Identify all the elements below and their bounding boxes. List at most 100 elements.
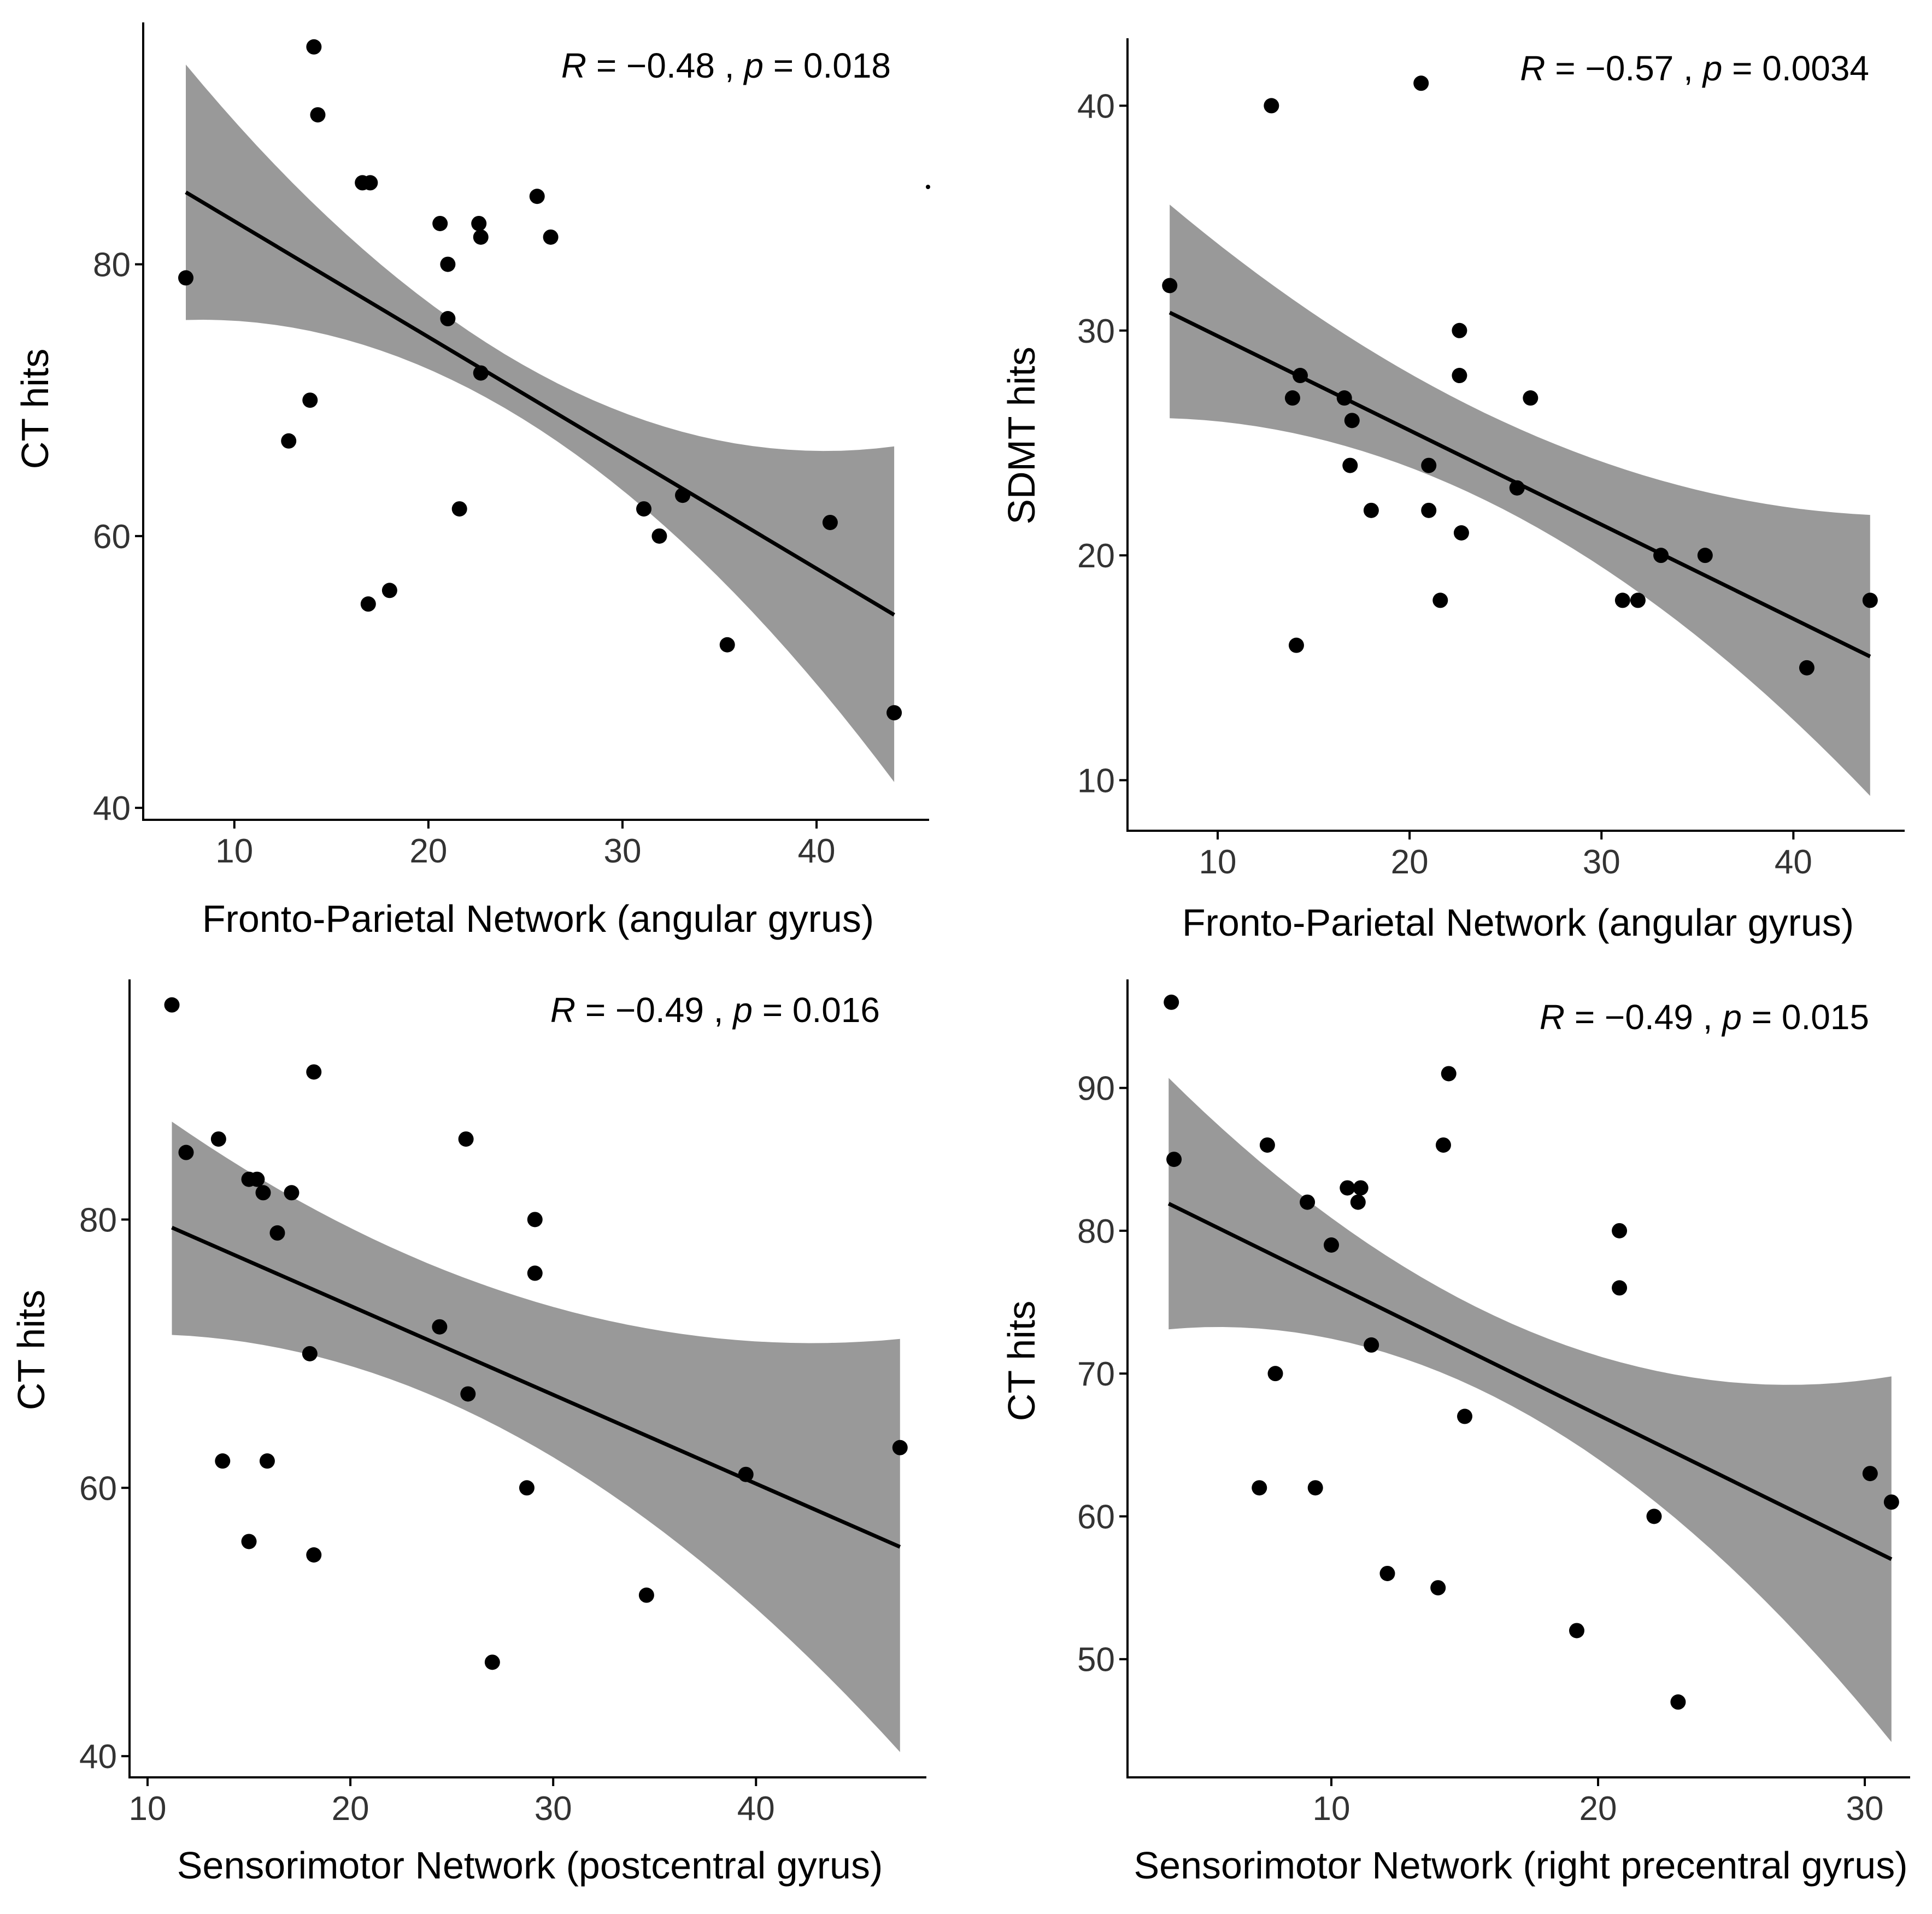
- correlation-annotation: R = −0.49 , p = 0.015: [1540, 997, 1869, 1037]
- data-point: [1432, 592, 1448, 608]
- y-tick-label: 60: [1077, 1498, 1115, 1536]
- data-point: [822, 514, 838, 530]
- data-point: [1862, 1466, 1878, 1482]
- data-point: [1421, 457, 1437, 473]
- panel-ct-vs-fpn-angular: 40 60 80 10 20 30 40 R = −0.48 , p = 0.018 Fr…: [14, 22, 929, 940]
- data-point: [1883, 1494, 1899, 1510]
- data-point: [886, 705, 902, 721]
- data-point: [210, 1131, 226, 1147]
- x-tick-label: 40: [1775, 843, 1812, 881]
- data-point: [1363, 502, 1379, 518]
- data-point: [458, 1131, 474, 1147]
- y-tick-label: 20: [1077, 537, 1115, 575]
- x-ticks: 10 20 30 40: [215, 820, 836, 870]
- confidence-band: [172, 1122, 900, 1752]
- y-tick-label: 60: [79, 1470, 117, 1507]
- data-point: [1353, 1180, 1369, 1196]
- x-ticks: 10 20 30 40: [128, 1777, 775, 1828]
- data-point: [281, 433, 297, 449]
- data-point: [1342, 457, 1358, 473]
- y-tick-label: 50: [1077, 1641, 1115, 1679]
- data-point: [178, 1144, 194, 1160]
- data-point: [440, 311, 456, 327]
- data-point: [362, 175, 378, 191]
- x-tick-label: 20: [332, 1790, 369, 1828]
- data-point: [1435, 1137, 1451, 1153]
- y-ticks: 40 60 80: [93, 246, 143, 827]
- data-point: [1799, 660, 1814, 676]
- data-point: [284, 1185, 300, 1201]
- x-tick-label: 10: [128, 1790, 166, 1828]
- data-point: [1441, 1066, 1457, 1082]
- confidence-band: [186, 64, 895, 782]
- data-point: [1267, 1366, 1283, 1382]
- y-ticks: 50 60 70 80 90: [1077, 1070, 1128, 1679]
- data-point: [1697, 548, 1713, 563]
- x-tick-label: 10: [1313, 1790, 1350, 1828]
- x-axis-title: Fronto-Parietal Network (angular gyrus): [1182, 901, 1854, 944]
- data-point: [1350, 1194, 1366, 1210]
- data-point: [543, 229, 559, 245]
- x-axis-title: Sensorimotor Network (postcentral gyrus): [177, 1844, 883, 1887]
- y-axis-title: CT hits: [10, 1290, 52, 1410]
- data-point: [1612, 1223, 1628, 1238]
- regression-line: [185, 190, 895, 617]
- data-point: [302, 392, 318, 408]
- data-point: [164, 997, 180, 1013]
- y-tick-label: 80: [93, 246, 131, 284]
- data-point: [638, 1587, 654, 1603]
- data-point: [1523, 390, 1538, 406]
- data-point: [259, 1453, 275, 1469]
- data-point: [1379, 1565, 1395, 1581]
- data-point: [1457, 1408, 1473, 1424]
- x-tick-label: 30: [1583, 843, 1620, 881]
- y-tick-label: 80: [1077, 1213, 1115, 1250]
- y-axis-title: CT hits: [1000, 1301, 1043, 1421]
- x-tick-label: 30: [603, 832, 641, 870]
- x-ticks: 10 20 30 40: [1199, 831, 1812, 881]
- regression-line: [1168, 310, 1871, 659]
- x-axis-title: Sensorimotor Network (right precentral g…: [1134, 1844, 1907, 1887]
- panel-sdmt-vs-fpn-angular: 10 20 30 40 10 20 30 40 R = −0.57 , p = 0.0034…: [1000, 38, 1905, 944]
- y-tick-label: 80: [79, 1201, 117, 1239]
- data-point: [1453, 525, 1469, 541]
- data-point: [1164, 994, 1179, 1010]
- data-point: [255, 1185, 271, 1201]
- x-tick-label: 40: [798, 832, 836, 870]
- x-tick-label: 30: [535, 1790, 572, 1828]
- y-tick-label: 10: [1077, 762, 1115, 800]
- x-tick-label: 10: [1199, 843, 1237, 881]
- data-point: [432, 1319, 448, 1335]
- x-tick-label: 30: [1846, 1790, 1884, 1828]
- y-axis-title: SDMT hits: [1000, 347, 1043, 524]
- x-axis-title: Fronto-Parietal Network (angular gyrus): [202, 897, 874, 940]
- data-point: [1259, 1137, 1275, 1153]
- correlation-annotation: R = −0.49 , p = 0.016: [550, 990, 880, 1030]
- data-point: [1288, 637, 1304, 653]
- data-points: [1162, 75, 1878, 676]
- x-tick-label: 10: [215, 832, 253, 870]
- correlation-annotation: R = −0.57 , p = 0.0034: [1520, 49, 1869, 88]
- data-point: [460, 1386, 476, 1402]
- data-point: [892, 1440, 908, 1455]
- data-point: [1340, 1180, 1355, 1196]
- y-axis-title: CT hits: [14, 349, 56, 469]
- data-point: [484, 1654, 500, 1670]
- y-tick-label: 90: [1077, 1070, 1115, 1108]
- data-point: [1300, 1194, 1316, 1210]
- data-point: [1162, 278, 1178, 293]
- data-point: [719, 637, 735, 653]
- x-tick-label: 20: [409, 832, 447, 870]
- data-point: [440, 256, 456, 272]
- y-ticks: 10 20 30 40: [1077, 87, 1128, 800]
- regression-line: [171, 1225, 901, 1549]
- data-point: [1413, 75, 1429, 91]
- y-tick-label: 60: [93, 518, 131, 556]
- data-point: [471, 215, 487, 231]
- data-point: [310, 107, 326, 123]
- data-point: [178, 270, 194, 286]
- data-point: [381, 583, 397, 598]
- data-point: [1364, 1337, 1379, 1353]
